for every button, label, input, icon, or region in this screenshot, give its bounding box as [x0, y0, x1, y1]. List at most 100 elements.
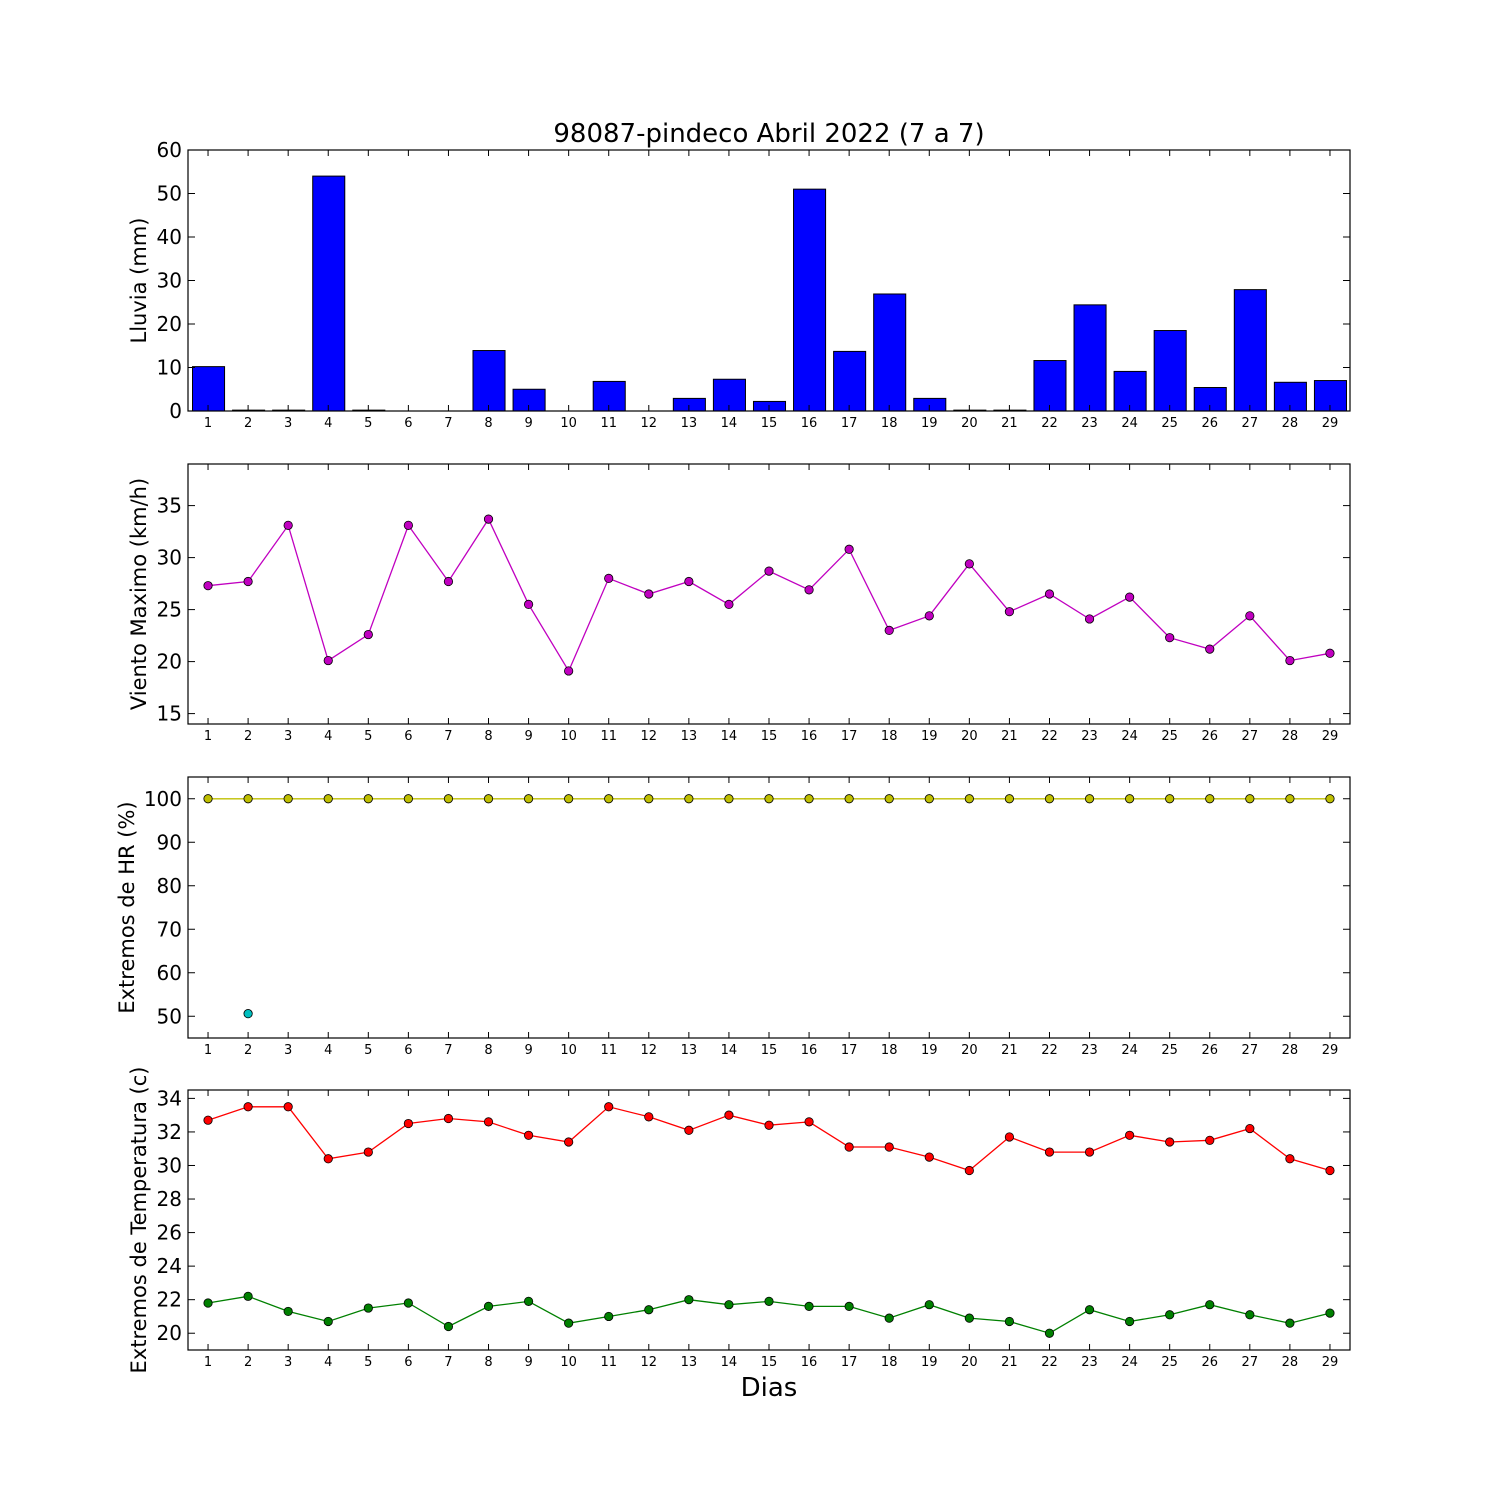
point-series1-day-1	[203, 581, 213, 591]
x-tick-label: 3	[284, 729, 292, 744]
x-tick-label: 21	[1001, 416, 1018, 431]
x-tick-label: 18	[881, 416, 898, 431]
x-tick-label: 6	[404, 729, 412, 744]
x-tick-label: 15	[761, 729, 778, 744]
x-tick-label: 23	[1081, 729, 1098, 744]
x-tick-label: 16	[801, 1043, 818, 1058]
point-series1-day-4	[323, 655, 333, 666]
point-series1-day-22	[1044, 589, 1055, 599]
x-tick-label: 25	[1161, 1355, 1178, 1370]
point-series1-day-29	[1325, 1165, 1335, 1176]
x-tick-label: 9	[524, 1355, 532, 1370]
point-series1-day-11	[604, 573, 614, 584]
point-series2-day-20	[964, 1313, 974, 1323]
x-tick-label: 23	[1081, 416, 1098, 431]
x-tick-label: 21	[1001, 1355, 1018, 1370]
x-tick-label: 14	[721, 729, 738, 744]
point-series1-day-19	[924, 611, 934, 621]
x-tick-label: 7	[444, 416, 452, 431]
point-series1-day-27	[1245, 611, 1255, 621]
point-series1-day-6	[403, 1118, 413, 1129]
x-tick-label: 17	[841, 416, 858, 431]
point-series2-day-2	[243, 1009, 253, 1019]
point-series1-day-19	[924, 794, 934, 804]
plot-area	[188, 777, 1350, 1038]
bar-day-18	[873, 293, 907, 412]
x-tick-label: 2	[244, 729, 252, 744]
x-tick-label: 14	[721, 1355, 738, 1370]
point-series1-day-21	[1004, 794, 1015, 804]
x-tick-label: 12	[641, 416, 658, 431]
x-tick-label: 28	[1282, 416, 1299, 431]
point-series2-day-9	[523, 1296, 534, 1306]
x-tick-label: 6	[404, 1355, 412, 1370]
point-series1-day-8	[483, 794, 494, 804]
x-tick-label: 8	[484, 1355, 492, 1370]
y-tick-label: 70	[157, 917, 182, 941]
figure-title: 98087-pindeco Abril 2022 (7 a 7)	[553, 119, 984, 149]
x-tick-label: 16	[801, 1355, 818, 1370]
x-tick-label: 23	[1081, 1355, 1098, 1370]
y-tick-label: 50	[157, 1004, 182, 1028]
y-tick-label: 15	[157, 702, 182, 726]
x-tick-label: 19	[921, 1355, 938, 1370]
point-series2-day-7	[443, 1321, 454, 1332]
x-tick-label: 13	[681, 729, 698, 744]
x-tick-label: 7	[444, 1043, 452, 1058]
point-series1-day-29	[1325, 794, 1335, 804]
point-series1-day-25	[1165, 633, 1175, 643]
bar-day-8	[472, 350, 506, 412]
x-tick-label: 9	[524, 416, 532, 431]
point-series1-day-25	[1165, 794, 1175, 804]
x-tick-label: 3	[284, 416, 292, 431]
point-series1-day-12	[644, 1112, 654, 1122]
x-tick-label: 8	[484, 1043, 492, 1058]
point-series1-day-1	[203, 794, 213, 804]
point-series2-day-2	[243, 1291, 253, 1301]
x-tick-label: 5	[364, 729, 372, 744]
x-tick-label: 15	[761, 416, 778, 431]
x-tick-label: 17	[841, 1043, 858, 1058]
x-tick-label: 10	[560, 729, 577, 744]
x-tick-label: 29	[1322, 416, 1339, 431]
point-series1-day-14	[724, 1110, 734, 1120]
point-series1-day-22	[1044, 1147, 1055, 1157]
x-tick-label: 28	[1282, 1355, 1299, 1370]
x-tick-label: 20	[961, 416, 978, 431]
x-tick-label: 22	[1041, 729, 1058, 744]
x-tick-label: 27	[1242, 1043, 1259, 1058]
point-series2-day-16	[804, 1301, 814, 1311]
x-tick-label: 29	[1322, 1355, 1339, 1370]
x-tick-label: 5	[364, 1355, 372, 1370]
point-series2-day-6	[403, 1298, 413, 1308]
bar-day-27	[1233, 289, 1267, 412]
y-tick-label: 10	[157, 356, 182, 380]
point-series1-day-26	[1205, 1135, 1215, 1145]
point-series1-day-10	[564, 1137, 574, 1147]
point-series1-day-3	[283, 1102, 293, 1112]
point-series1-day-7	[443, 1113, 454, 1124]
x-tick-label: 2	[244, 1355, 252, 1370]
x-tick-label: 4	[324, 1355, 332, 1370]
x-tick-label: 1	[204, 416, 212, 431]
x-axis-label: Dias	[741, 1373, 798, 1403]
x-tick-label: 11	[600, 729, 617, 744]
x-tick-label: 26	[1201, 1043, 1218, 1058]
x-tick-label: 29	[1322, 729, 1339, 744]
x-tick-label: 10	[560, 1355, 577, 1370]
point-series1-day-22	[1044, 794, 1055, 804]
point-series1-day-12	[644, 589, 654, 599]
point-series1-day-19	[924, 1152, 934, 1162]
point-series2-day-17	[844, 1301, 854, 1311]
x-tick-label: 10	[560, 1043, 577, 1058]
point-series2-day-28	[1285, 1318, 1295, 1328]
y-tick-label: 60	[157, 138, 182, 162]
y-tick-label: 24	[157, 1254, 182, 1278]
point-series2-day-13	[684, 1295, 694, 1305]
point-series1-day-21	[1004, 607, 1015, 617]
point-series2-day-29	[1325, 1308, 1335, 1318]
x-tick-label: 18	[881, 1355, 898, 1370]
y-axis-label: Lluvia (mm)	[127, 218, 151, 344]
x-tick-label: 13	[681, 416, 698, 431]
